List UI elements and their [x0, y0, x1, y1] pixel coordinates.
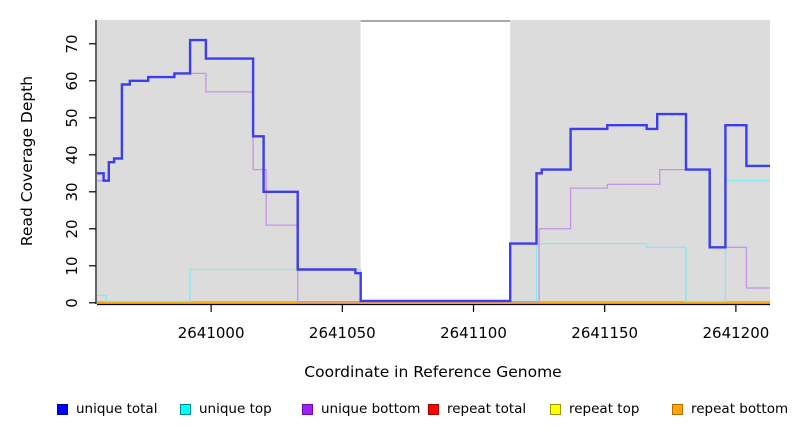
series-unique-top-line: [97, 180, 770, 302]
legend-label: unique top: [199, 401, 272, 417]
x-tick-label: 2641000: [177, 324, 245, 342]
legend-label: repeat total: [447, 401, 527, 417]
legend-item-unique-top: unique top: [180, 400, 272, 418]
legend-item-repeat-bottom: repeat bottom: [672, 400, 788, 418]
legend-item-repeat-total: repeat total: [428, 400, 526, 418]
y-tick-label: 50: [63, 108, 81, 128]
legend-item-unique-bottom: unique bottom: [302, 400, 420, 418]
y-axis-title: Read Coverage Depth: [18, 75, 36, 247]
unique-total-swatch-icon: [57, 403, 68, 415]
legend-label: repeat bottom: [691, 401, 789, 417]
legend-label: unique total: [76, 401, 158, 417]
unique-top-swatch-icon: [180, 403, 191, 415]
x-axis-title: Coordinate in Reference Genome: [304, 363, 562, 381]
y-tick-label: 20: [63, 219, 81, 239]
repeat-top-swatch-icon: [550, 403, 561, 415]
masked-gap-rect: [360, 20, 511, 304]
repeat-bottom-swatch-icon: [672, 403, 683, 415]
y-tick-label: 30: [63, 182, 81, 202]
legend-label: unique bottom: [321, 401, 421, 417]
legend: unique total unique top unique bottom re…: [0, 400, 792, 420]
x-tick-label: 2641200: [702, 324, 770, 342]
y-tick-label: 10: [63, 256, 81, 276]
y-tick-label: 70: [63, 34, 81, 54]
legend-label: repeat top: [569, 401, 640, 417]
covered-region-left-rect: [97, 20, 361, 304]
y-tick-label: 40: [63, 145, 81, 165]
unique-bottom-swatch-icon: [302, 403, 313, 415]
y-tick-label: 60: [63, 71, 81, 91]
y-tick-label: 0: [63, 298, 81, 308]
legend-item-repeat-top: repeat top: [550, 400, 639, 418]
series-unique-total-line: [97, 38, 770, 303]
repeat-total-swatch-icon: [428, 403, 439, 415]
x-tick-label: 2641150: [571, 324, 639, 342]
x-tick-label: 2641100: [440, 324, 507, 342]
x-tick-label: 2641050: [308, 324, 376, 342]
legend-item-unique-total: unique total: [57, 400, 157, 418]
covered-region-right-rect: [510, 20, 770, 304]
